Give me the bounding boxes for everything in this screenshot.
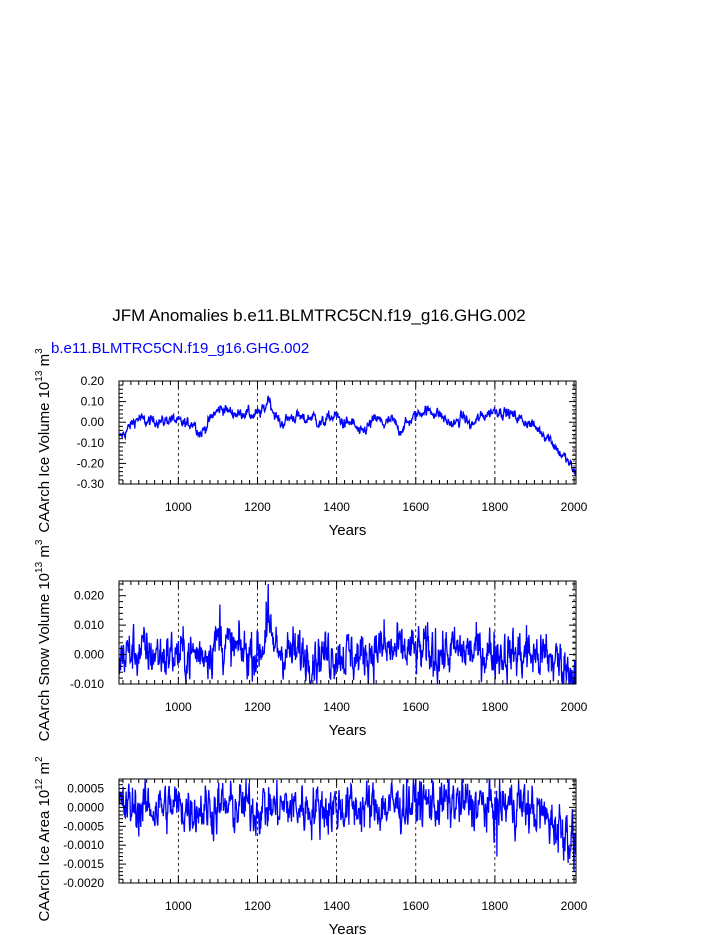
figure-subtitle: b.e11.BLMTRC5CN.f19_g16.GHG.002 xyxy=(51,340,309,357)
y-tick-label: 0.10 xyxy=(81,395,105,409)
y-axis-label-text: CAArch Ice Volume 10 xyxy=(36,382,53,533)
x-tick-label: 2000 xyxy=(561,899,588,913)
y-axis-label-unit: m xyxy=(36,762,53,779)
x-tick-label: 1200 xyxy=(244,899,271,913)
y-axis-label-unit-exponent: 3 xyxy=(34,539,45,545)
x-tick-label: 1200 xyxy=(244,500,271,514)
x-axis-label: Years xyxy=(329,921,367,935)
y-axis-label-unit: m xyxy=(36,545,53,562)
y-tick-label: 0.010 xyxy=(74,618,104,632)
y-tick-label: -0.0005 xyxy=(63,819,104,833)
y-tick-label: -0.0015 xyxy=(63,857,104,871)
chart-panels: 1000 1200 1400 1600 1800 2000 -0.30 -0.20 -0.10 0… xyxy=(34,348,588,935)
y-tick-label: -0.0020 xyxy=(63,876,104,890)
y-axis-label-text: CAArch Ice Area 10 xyxy=(36,790,53,922)
chart-panel: 1000 1200 1400 1600 1800 2000 -0.30 -0.20 -0.10 0… xyxy=(34,348,588,539)
chart-panel: 1000 1200 1400 1600 1800 2000 -0.0020 -0.0015 -0… xyxy=(34,756,588,935)
y-axis-label-unit-exponent: 3 xyxy=(34,348,45,354)
data-series-line xyxy=(118,583,577,685)
x-tick-label: 1800 xyxy=(482,700,509,714)
y-axis-label: CAArch Ice Volume 1013 m3 xyxy=(34,348,53,533)
x-tick-label: 1600 xyxy=(402,500,429,514)
y-axis-label-exponent: 12 xyxy=(34,778,45,790)
y-axis-label-exponent: 13 xyxy=(34,561,45,573)
y-tick-label: -0.20 xyxy=(77,456,105,470)
figure-title: JFM Anomalies b.e11.BLMTRC5CN.f19_g16.GH… xyxy=(112,306,526,325)
data-series-line xyxy=(118,395,577,476)
x-tick-label: 1400 xyxy=(323,700,350,714)
y-tick-label: 0.00 xyxy=(81,415,105,429)
y-tick-label: 0.020 xyxy=(74,589,104,603)
x-tick-label: 1000 xyxy=(165,899,192,913)
y-axis-label-exponent: 13 xyxy=(34,370,45,382)
y-tick-label: -0.10 xyxy=(77,436,105,450)
chart-panel: 1000 1200 1400 1600 1800 2000 -0.010 0.000 0.010… xyxy=(34,539,588,741)
x-tick-label: 1000 xyxy=(165,700,192,714)
x-tick-label: 1400 xyxy=(323,500,350,514)
x-tick-label: 1800 xyxy=(482,500,509,514)
data-series-line xyxy=(118,778,577,872)
y-axis-label-text: CAArch Snow Volume 10 xyxy=(36,573,53,741)
y-tick-label: -0.30 xyxy=(77,477,105,491)
plot-frame xyxy=(118,580,577,685)
y-tick-label: 0.000 xyxy=(74,648,104,662)
y-tick-label: -0.010 xyxy=(70,677,104,691)
y-tick-label: 0.0005 xyxy=(67,781,104,795)
x-tick-label: 1200 xyxy=(244,700,271,714)
y-axis-label: CAArch Ice Area 1012 m2 xyxy=(34,756,53,922)
y-tick-label: 0.20 xyxy=(81,374,105,388)
x-tick-label: 1800 xyxy=(482,899,509,913)
x-tick-label: 1000 xyxy=(165,500,192,514)
x-axis-label: Years xyxy=(329,522,367,539)
y-axis-label: CAArch Snow Volume 1013 m3 xyxy=(34,539,53,741)
x-tick-label: 1400 xyxy=(323,899,350,913)
y-axis-label-unit-exponent: 2 xyxy=(34,756,45,762)
plot-frame xyxy=(118,778,577,884)
y-tick-label: -0.0010 xyxy=(63,838,104,852)
y-axis-label-unit: m xyxy=(36,354,53,371)
x-axis-label: Years xyxy=(329,722,367,739)
plot-frame xyxy=(118,380,577,485)
x-tick-label: 2000 xyxy=(561,700,588,714)
x-tick-label: 2000 xyxy=(561,500,588,514)
y-tick-label: 0.0000 xyxy=(67,800,104,814)
x-tick-label: 1600 xyxy=(402,700,429,714)
x-tick-label: 1600 xyxy=(402,899,429,913)
